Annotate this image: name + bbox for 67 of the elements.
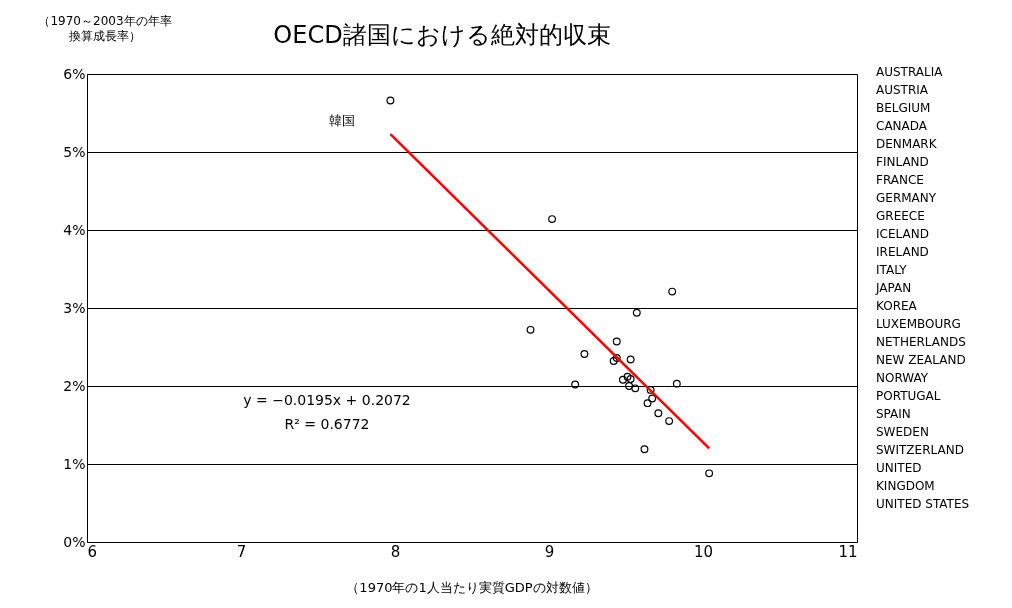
text: LUXEMBOURG — [876, 317, 961, 331]
point — [612, 337, 621, 346]
text: GERMANY — [876, 191, 937, 205]
y-tick-label: 1% — [63, 455, 86, 472]
point — [618, 375, 627, 384]
text: JAPAN — [875, 281, 912, 295]
text: DENMARK — [876, 137, 938, 151]
annotation: y = −0.0195x + 0.2072 — [243, 392, 411, 408]
point — [623, 372, 632, 381]
point — [625, 382, 634, 390]
point — [665, 417, 674, 426]
text: BELGIUM — [876, 101, 931, 115]
x-tick-label: 10 — [693, 542, 714, 561]
chart-title: OECD諸国における絶対的収束 — [273, 21, 611, 49]
text: ITALY — [876, 263, 908, 277]
text: IRELAND — [876, 245, 929, 259]
point — [609, 357, 618, 365]
text: SPAIN — [876, 407, 911, 421]
point — [571, 380, 580, 389]
point — [668, 287, 677, 296]
point — [526, 325, 535, 334]
text: PORTUGAL — [876, 389, 941, 403]
point — [654, 409, 663, 418]
text: SWITZERLAND — [876, 443, 964, 457]
y-axis-title: （1970～2003年の年率換算成長率） — [38, 14, 172, 43]
point — [612, 353, 621, 362]
y-tick-label: 0% — [63, 533, 86, 550]
point — [548, 215, 557, 224]
y-tick-label: 4% — [63, 221, 86, 238]
point — [386, 96, 395, 105]
point — [631, 384, 640, 393]
y-tick-label: 6% — [63, 65, 86, 82]
text: NEW ZEALAND — [876, 353, 966, 367]
point — [580, 350, 589, 358]
point — [640, 445, 649, 454]
x-tick-label: 11 — [838, 542, 858, 561]
text: FRANCE — [876, 173, 924, 187]
x-axis-title: （1970年の1人当たり実質GDPの対数値） — [346, 580, 598, 595]
text: ICELAND — [876, 227, 929, 241]
text: KOREA — [876, 299, 918, 313]
text: CANADA — [876, 119, 928, 133]
text: AUSTRIA — [876, 83, 929, 97]
text: GREECE — [876, 209, 925, 223]
point — [648, 394, 657, 403]
y-tick-label: 5% — [63, 143, 86, 160]
text: NETHERLANDS — [876, 335, 966, 349]
annotation: R² = 0.6772 — [284, 416, 370, 432]
text: SWEDEN — [876, 425, 929, 439]
annotation: 韓国 — [329, 112, 356, 128]
y-tick-label: 2% — [63, 377, 86, 394]
text: UNITED — [876, 461, 922, 475]
text: AUSTRALIA — [876, 65, 944, 79]
text: FINLAND — [876, 155, 929, 169]
x-tick-label: 9 — [544, 542, 555, 561]
point — [672, 379, 681, 388]
x-tick-label: 7 — [236, 542, 247, 561]
point — [705, 469, 714, 478]
x-tick-label: 6 — [87, 542, 98, 561]
x-tick-label: 8 — [390, 542, 401, 561]
text: NORWAY — [876, 371, 929, 385]
text: UNITED STATES — [876, 497, 970, 511]
point — [643, 399, 652, 408]
point — [632, 308, 641, 317]
text: KINGDOM — [876, 479, 935, 493]
y-tick-label: 3% — [63, 299, 86, 316]
point — [626, 375, 635, 383]
point — [626, 355, 635, 364]
